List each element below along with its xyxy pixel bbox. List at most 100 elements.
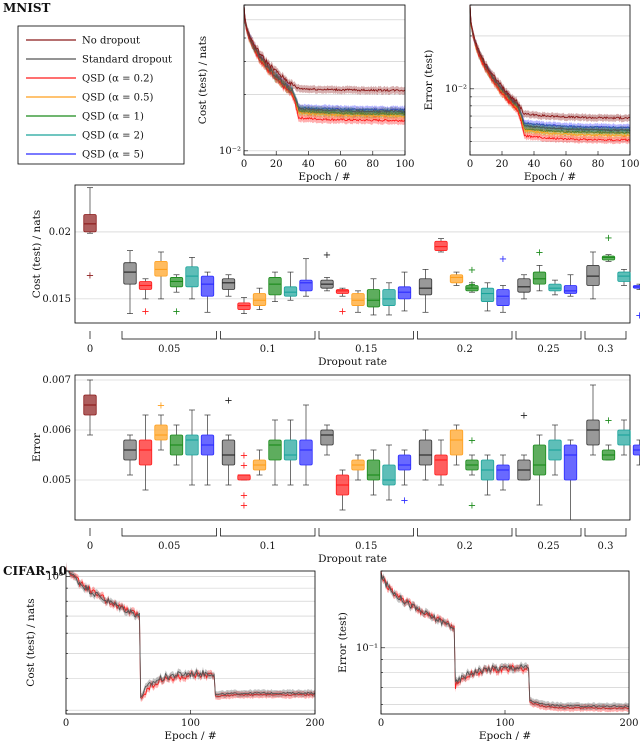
mnist-error-box-box-2 bbox=[138, 439, 153, 466]
mnist-cost-box-box-18 bbox=[397, 286, 412, 300]
mnist-cost-box-box-26 bbox=[532, 271, 547, 285]
mnist-cost-box-box-20 bbox=[434, 240, 448, 252]
mnist-cost-box-outlier-14-0: + bbox=[338, 306, 346, 317]
mnist-error-box-group-label: 0.1 bbox=[260, 541, 276, 552]
cifar-error-xtick-label: 0 bbox=[378, 718, 384, 729]
mnist-cost-box-outlier-13-0: + bbox=[323, 250, 331, 261]
mnist-cost-box-group-label: 0.3 bbox=[598, 344, 614, 355]
mnist-error-box-box-13 bbox=[320, 429, 334, 446]
mnist-error-box-box-20 bbox=[434, 454, 448, 476]
mnist-cost-box-box-25 bbox=[517, 278, 531, 293]
legend-label-0: No dropout bbox=[82, 36, 140, 47]
mnist-error-box-group-bracket bbox=[515, 528, 582, 537]
mnist-error-box-group-label: 0.15 bbox=[355, 541, 377, 552]
mnist-error-xlabel: Epoch / # bbox=[524, 171, 576, 183]
mnist-error-box-group-label: 0 bbox=[87, 541, 93, 552]
mnist-cost-xtick-label: 40 bbox=[302, 159, 315, 170]
mnist-error-box-ytick-label: 0.005 bbox=[42, 475, 71, 486]
cifar-cost-xtick-label: 100 bbox=[181, 718, 200, 729]
mnist-cost-series-line-4 bbox=[243, 4, 406, 123]
mnist-error-band-6 bbox=[470, 5, 630, 123]
mnist-error-box-box-26 bbox=[532, 444, 547, 476]
mnist-cost-plot: 0 20 40 60 80 100 Epoch / # Cost (test) / nats 1… bbox=[197, 4, 415, 183]
mnist-cost-box-outlier-26-0: + bbox=[535, 247, 543, 258]
mnist-error-box-outlier-22-1: + bbox=[468, 501, 476, 512]
mnist-error-box-group-bracket bbox=[417, 528, 513, 537]
mnist-cost-box-box-14 bbox=[335, 289, 350, 294]
mnist-cost-box-group-bracket bbox=[121, 331, 217, 340]
mnist-cost-ytick-label: 10⁻² bbox=[219, 146, 241, 157]
mnist-cost-box-box-11 bbox=[283, 286, 298, 297]
mnist-error-box-outlier-8-0: + bbox=[240, 451, 248, 462]
mnist-cost-box-group-bracket bbox=[515, 331, 582, 340]
mnist-cost-box-group-label: 0.2 bbox=[457, 344, 473, 355]
mnist-cost-ylabel: Cost (test) / nats bbox=[197, 36, 209, 124]
mnist-cost-boxplot: 0.015 0.02 + + + + + + + + + + +0 0.05 0.1 0.15 0.2 0.25 0… bbox=[31, 184, 640, 368]
legend-label-2: QSD (α = 0.2) bbox=[82, 74, 154, 85]
mnist-error-ytick-label: 10⁻² bbox=[445, 84, 467, 95]
mnist-error-box-group-label: 0.25 bbox=[537, 541, 559, 552]
mnist-error-xtick-label: 60 bbox=[560, 159, 573, 170]
legend-label-6: QSD (α = 5) bbox=[82, 150, 144, 161]
mnist-cost-box-box-30 bbox=[601, 255, 616, 261]
cifar-cost-series-line-1 bbox=[66, 570, 316, 698]
cifar-cost-xlabel: Epoch / # bbox=[164, 730, 216, 742]
mnist-cost-box-group-label: 0.15 bbox=[355, 344, 377, 355]
mnist-cost-box-xlabel: Dropout rate bbox=[318, 356, 387, 368]
mnist-error-box-box-21 bbox=[449, 429, 464, 456]
mnist-error-box-xlabel: Dropout rate bbox=[318, 553, 387, 565]
mnist-cost-box-outlier-22-0: + bbox=[468, 265, 476, 276]
mnist-cost-box-box-31 bbox=[617, 271, 631, 282]
mnist-error-ylabel: Error (test) bbox=[423, 50, 435, 111]
mnist-cost-box-box-3 bbox=[154, 260, 168, 277]
mnist-cost-box-box-5 bbox=[185, 266, 199, 288]
mnist-error-xtick-label: 20 bbox=[496, 159, 509, 170]
mnist-cost-box-box-15 bbox=[351, 293, 365, 306]
mnist-cost-box-outlier-0-0: + bbox=[86, 270, 94, 281]
mnist-cost-series-line-5 bbox=[243, 4, 406, 114]
mnist-error-xtick-label: 100 bbox=[620, 159, 639, 170]
mnist-error-series-line-0 bbox=[469, 4, 631, 130]
cifar-error-series-line-1 bbox=[380, 572, 630, 708]
mnist-error-box-box-7 bbox=[221, 439, 236, 466]
mnist-error-box-outlier-3-0: + bbox=[157, 401, 165, 412]
mnist-error-box-group-bracket bbox=[121, 528, 217, 537]
mnist-cost-box-outlier-24-0: + bbox=[499, 254, 507, 265]
cifar-error-plot: 0 100 200 Epoch / # Error (test) 10⁻¹ bbox=[337, 570, 639, 742]
mnist-error-plot: 0 20 40 60 80 100 Epoch / # Error (test) 10⁻² bbox=[423, 4, 640, 183]
mnist-cost-band-6 bbox=[244, 5, 405, 95]
mnist-error-box-box-16 bbox=[366, 459, 381, 481]
mnist-error-box-outlier-8-1: + bbox=[240, 461, 248, 472]
mnist-error-box-outlier-18-0: + bbox=[400, 496, 408, 507]
cifar-cost-band-0 bbox=[66, 563, 315, 702]
mnist-cost-box-outlier-32-0: + bbox=[635, 310, 640, 321]
mnist-cost-box-box-12 bbox=[299, 279, 313, 292]
mnist-cost-box-box-27 bbox=[548, 283, 562, 292]
mnist-cost-xtick-label: 20 bbox=[270, 159, 283, 170]
legend: No dropout Standard dropout QSD (α = 0.2) Q… bbox=[17, 25, 185, 165]
mnist-cost-series-line-0 bbox=[243, 4, 406, 113]
mnist-cost-box-group-label: 0.25 bbox=[537, 344, 559, 355]
mnist-error-series-line-1 bbox=[469, 6, 631, 132]
mnist-error-box-ytick-label: 0.007 bbox=[42, 375, 71, 386]
mnist-error-series-line-6 bbox=[469, 5, 631, 120]
mnist-error-box-box-10 bbox=[268, 439, 282, 461]
mnist-cost-xtick-label: 80 bbox=[366, 159, 379, 170]
mnist-error-box-group-label: 0.3 bbox=[598, 541, 614, 552]
cifar-cost-band-1 bbox=[66, 561, 315, 701]
mnist-cost-box-group-label: 0.1 bbox=[260, 344, 276, 355]
mnist-cost-box-outlier-22-1: + bbox=[468, 280, 476, 291]
cifar-cost-xtick-label: 200 bbox=[305, 718, 324, 729]
legend-box bbox=[17, 25, 185, 165]
mnist-cost-series-line-6 bbox=[243, 6, 406, 92]
mnist-error-box-box-5 bbox=[185, 434, 199, 456]
mnist-cost-xtick-label: 0 bbox=[241, 159, 247, 170]
cifar-cost-ytick-label: 10⁰ bbox=[46, 571, 63, 582]
mnist-cost-box-box-21 bbox=[449, 274, 464, 284]
mnist-error-box-box-29 bbox=[586, 419, 600, 446]
mnist-error-box-box-17 bbox=[382, 464, 396, 486]
cifar-error-band-0 bbox=[381, 571, 629, 713]
mnist-cost-box-ylabel: Cost (test) / nats bbox=[31, 210, 43, 298]
mnist-error-box-ytick-label: 0.006 bbox=[42, 425, 71, 436]
